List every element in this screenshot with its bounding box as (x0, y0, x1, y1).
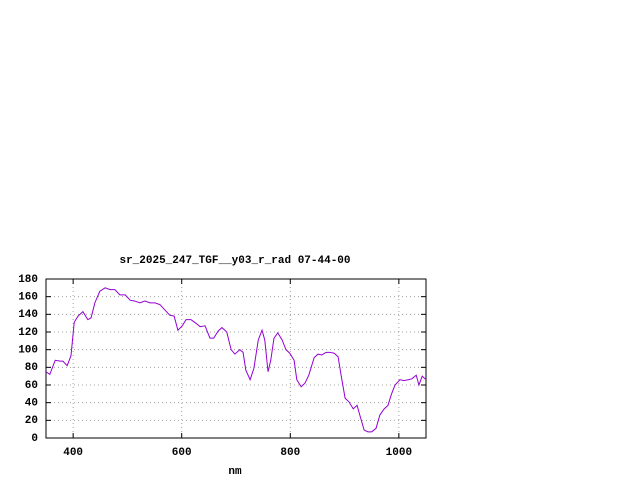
x-tick-label: 800 (280, 447, 300, 459)
y-tick-label: 80 (25, 362, 38, 374)
plot-frame (45, 278, 427, 439)
y-tick-label: 60 (25, 380, 38, 392)
y-tick-label: 100 (18, 345, 38, 357)
chart-title: sr_2025_247_TGF__y03_r_rad 07-44-00 (119, 255, 350, 267)
x-tick-label: 1000 (386, 447, 412, 459)
x-tick-label: 400 (63, 447, 83, 459)
y-tick-label: 20 (25, 415, 38, 427)
y-tick-label: 160 (18, 292, 38, 304)
y-tick-label: 140 (18, 309, 38, 321)
y-tick-label: 180 (18, 274, 38, 286)
y-tick-label: 40 (25, 398, 38, 410)
data-line (45, 287, 427, 433)
y-tick-label: 120 (18, 327, 38, 339)
y-tick-label: 0 (31, 433, 38, 445)
x-tick-label: 600 (172, 447, 192, 459)
x-axis-label: nm (228, 466, 242, 478)
